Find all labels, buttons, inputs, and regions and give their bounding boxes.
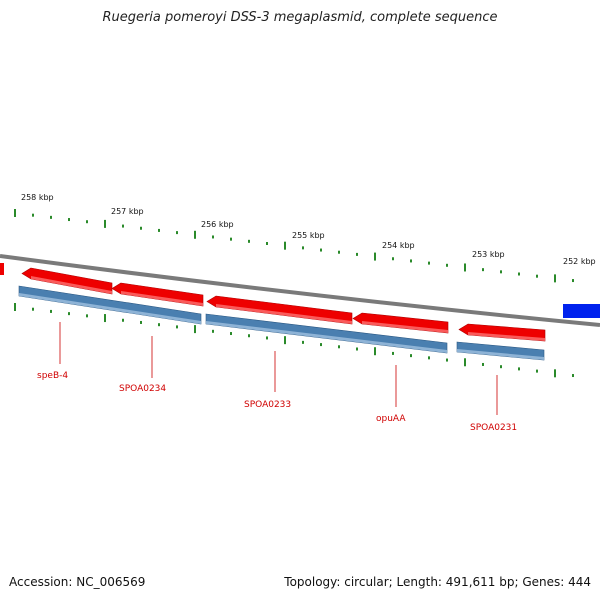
gene-label: SPOA0233 (244, 400, 291, 410)
gene-arrow-SPOA0233-shade (216, 304, 352, 324)
outer-tick-track (14, 209, 574, 283)
kbp-scale-labels: 258 kbp 257 kbp 256 kbp 255 kbp 254 kbp 253 k… (21, 193, 596, 266)
blue-feature (563, 304, 600, 318)
gene-label: SPOA0231 (470, 423, 517, 433)
accession-text: Accession: NC_006569 (9, 575, 146, 589)
kbp-label: 255 kbp (292, 231, 325, 240)
inner-tick-track (14, 303, 574, 378)
kbp-label: 254 kbp (382, 241, 415, 250)
gene-labels: speB-4 SPOA0234 SPOA0233 opuAA SPOA0231 (37, 322, 517, 433)
plasmid-backbone (0, 254, 600, 327)
gene-arrow-SPOA0231-shade (468, 332, 545, 341)
gene-label: SPOA0234 (119, 384, 166, 394)
feature-track (0, 263, 600, 361)
cds-bar-1-shade (19, 293, 201, 324)
gene-arrow-SPOA0234-shade (121, 291, 203, 306)
gene-label: speB-4 (37, 371, 68, 381)
cds-bar-3-shade (457, 349, 544, 360)
map-title: Ruegeria pomeroyi DSS-3 megaplasmid, com… (102, 10, 498, 25)
gene-arrow-fragment (0, 263, 4, 275)
kbp-label: 256 kbp (201, 220, 234, 229)
cds-bar-2-shade (206, 321, 447, 353)
kbp-label: 257 kbp (111, 207, 144, 216)
kbp-label: 252 kbp (563, 257, 596, 266)
gene-arrow-speB-4-shade (31, 276, 112, 294)
gene-arrow-opuAA-shade (362, 321, 448, 333)
gene-label: opuAA (376, 414, 406, 424)
kbp-label: 253 kbp (472, 250, 505, 259)
topology-summary-text: Topology: circular; Length: 491,611 bp; … (284, 575, 591, 589)
kbp-label: 258 kbp (21, 193, 54, 202)
